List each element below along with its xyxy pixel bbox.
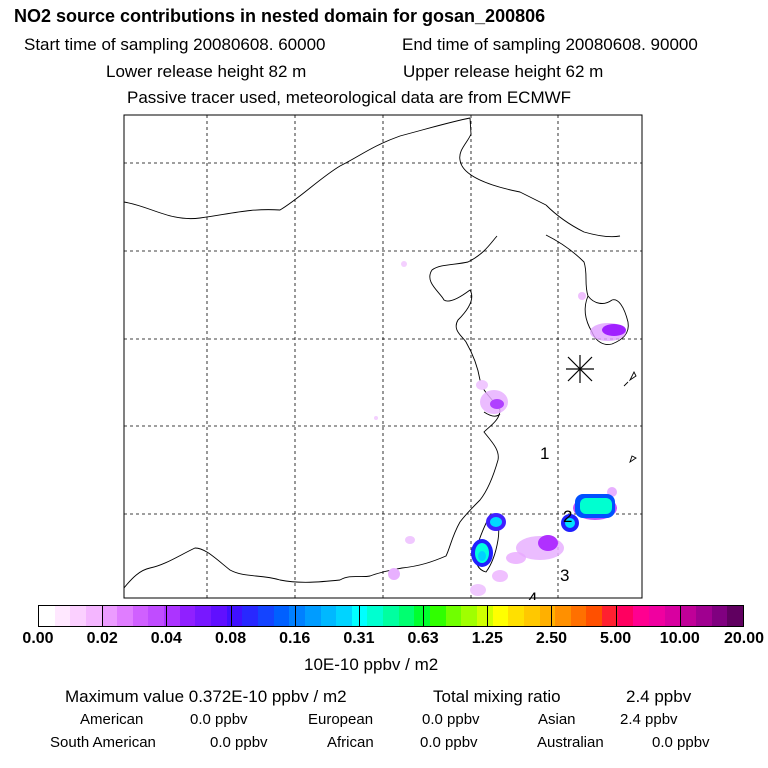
colorbar-swatch (555, 606, 571, 626)
region-value: 0.0 ppbv (420, 734, 478, 751)
colorbar-swatch (430, 606, 446, 626)
region-value: 0.0 ppbv (190, 711, 248, 728)
colorbar-divider (358, 605, 360, 627)
plume-concentration (374, 261, 626, 596)
colorbar-swatch (586, 606, 603, 626)
map-panel: 1 2 3 4 (123, 114, 643, 600)
colorbar-swatch (195, 606, 212, 626)
colorbar-swatch (445, 606, 462, 626)
start-time: Start time of sampling 20080608. 60000 (24, 35, 326, 54)
colorbar-divider (423, 605, 425, 627)
colorbar-swatch (633, 606, 649, 626)
colorbar-swatch (664, 606, 681, 626)
colorbar-tick-label: 0.16 (279, 630, 311, 647)
colorbar (38, 605, 744, 627)
colorbar-swatch (398, 606, 415, 626)
colorbar-swatch (695, 606, 712, 626)
colorbar-swatch (508, 606, 524, 626)
total-mixing-value: 2.4 ppbv (626, 687, 692, 706)
colorbar-tick-label: 20.00 (723, 630, 765, 647)
region-label-3: 3 (560, 566, 569, 585)
upper-release-height: Upper release height 62 m (403, 62, 604, 81)
colorbar-swatch (492, 606, 509, 626)
region-label-4: 4 (528, 589, 537, 600)
colorbar-swatch (148, 606, 165, 626)
region-name: African (327, 734, 374, 751)
colorbar-swatch (539, 606, 556, 626)
colorbar-swatch (648, 606, 665, 626)
colorbar-tick-label: 1.25 (471, 630, 503, 647)
colorbar-swatch (414, 606, 431, 626)
region-value: 0.0 ppbv (422, 711, 480, 728)
colorbar-swatch (289, 606, 305, 626)
colorbar-swatch (383, 606, 399, 626)
region-value: 0.0 ppbv (210, 734, 268, 751)
colorbar-divider (487, 605, 489, 627)
colorbar-swatch (680, 606, 696, 626)
lower-release-height: Lower release height 82 m (106, 62, 307, 81)
colorbar-swatch (39, 606, 55, 626)
colorbar-tick-label: 0.31 (343, 630, 375, 647)
colorbar-swatch (242, 606, 258, 626)
colorbar-swatch (523, 606, 540, 626)
colorbar-swatch (476, 606, 493, 626)
colorbar-divider (102, 605, 104, 627)
end-time: End time of sampling 20080608. 90000 (402, 35, 698, 54)
colorbar-swatch (711, 606, 728, 626)
colorbar-tick-label: 10.00 (659, 630, 700, 647)
colorbar-swatch (54, 606, 71, 626)
colorbar-swatch (132, 606, 149, 626)
colorbar-swatch (304, 606, 321, 626)
colorbar-swatch (257, 606, 274, 626)
region-name: American (80, 711, 144, 728)
colorbar-swatch (85, 606, 102, 626)
region-name: South American (50, 734, 156, 751)
colorbar-swatch (320, 606, 337, 626)
map-title: NO2 source contributions in nested domai… (14, 6, 546, 26)
colorbar-tick-label: 0.08 (214, 630, 247, 647)
colorbar-swatch (336, 606, 352, 626)
colorbar-swatch (164, 606, 180, 626)
region-value: 0.0 ppbv (652, 734, 710, 751)
colorbar-swatch (179, 606, 196, 626)
region-name: Asian (538, 711, 576, 728)
colorbar-swatch (101, 606, 118, 626)
colorbar-tick-label: 0.02 (86, 630, 118, 647)
colorbar-tick-label: 0.04 (150, 630, 182, 647)
maximum-value: Maximum value 0.372E-10 ppbv / m2 (65, 687, 347, 706)
colorbar-divider (166, 605, 168, 627)
coastlines-borders (124, 117, 637, 589)
colorbar-swatch (727, 606, 743, 626)
graticule (124, 115, 642, 598)
colorbar-divider (615, 605, 617, 627)
colorbar-unit: 10E-10 ppbv / m2 (304, 655, 439, 674)
colorbar-divider (551, 605, 553, 627)
colorbar-swatch (70, 606, 86, 626)
colorbar-tick-label: 2.50 (535, 630, 568, 647)
colorbar-swatch (211, 606, 227, 626)
region-label-2: 2 (563, 507, 572, 526)
colorbar-divider (679, 605, 681, 627)
colorbar-swatch (117, 606, 133, 626)
region-name: European (308, 711, 374, 728)
colorbar-swatch (367, 606, 384, 626)
colorbar-tick-label: 0.00 (22, 630, 54, 647)
colorbar-divider (230, 605, 232, 627)
colorbar-swatch (461, 606, 477, 626)
colorbar-divider (294, 605, 296, 627)
colorbar-tick-label: 0.63 (407, 630, 439, 647)
tracer-note: Passive tracer used, meteorological data… (127, 88, 572, 107)
colorbar-swatch (570, 606, 587, 626)
colorbar-swatch (226, 606, 243, 626)
region-name: Australian (537, 734, 604, 751)
region-value: 2.4 ppbv (620, 711, 678, 728)
colorbar-tick-label: 5.00 (600, 630, 632, 647)
region-label-1: 1 (540, 444, 549, 463)
total-mixing-label: Total mixing ratio (433, 687, 561, 706)
colorbar-swatch (273, 606, 290, 626)
gosan-receptor-star (566, 355, 594, 383)
colorbar-swatch (617, 606, 634, 626)
colorbar-swatch (602, 606, 618, 626)
